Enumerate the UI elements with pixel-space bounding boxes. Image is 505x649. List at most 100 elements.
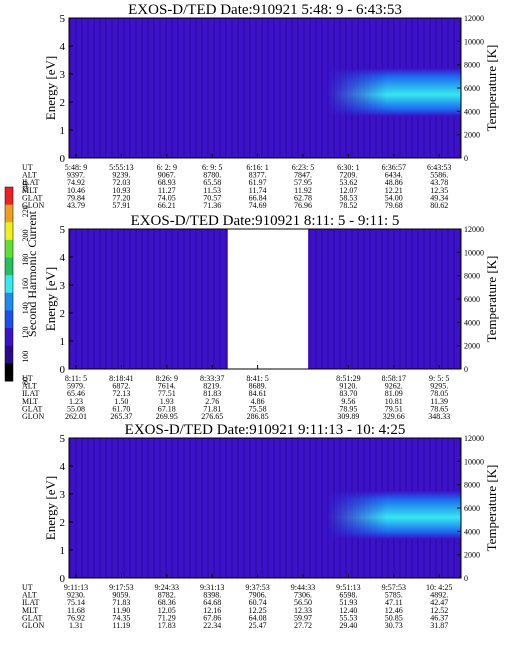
data-column-stripe bbox=[69, 18, 71, 158]
orbit-cell: 12.16 bbox=[203, 606, 221, 615]
orbit-cell: 12.25 bbox=[249, 606, 267, 615]
temperature-tick-label: 6000 bbox=[464, 84, 480, 93]
orbit-cell: 6:16: 1 bbox=[246, 163, 268, 172]
orbit-cell: 6872. bbox=[112, 382, 130, 391]
data-column-stripe bbox=[339, 229, 341, 369]
orbit-cell: 79.68 bbox=[385, 201, 403, 210]
orbit-cell: 9:51:13 bbox=[336, 583, 360, 592]
data-column-stripe bbox=[75, 18, 77, 158]
data-column-stripe bbox=[249, 18, 251, 158]
orbit-cell: 1.93 bbox=[160, 397, 174, 406]
data-column-stripe bbox=[381, 229, 383, 369]
orbit-cell: 64.68 bbox=[203, 598, 221, 607]
orbit-cell: 78.52 bbox=[339, 201, 357, 210]
energy-tick-label: 4 bbox=[60, 41, 66, 53]
data-column-stripe bbox=[267, 438, 269, 578]
orbit-cell: 6:36:57 bbox=[382, 163, 406, 172]
data-column-stripe bbox=[357, 229, 359, 369]
orbit-cell: 49.34 bbox=[430, 193, 448, 202]
orbit-cell: 51.93 bbox=[339, 598, 357, 607]
orbit-cell: 76.96 bbox=[294, 201, 312, 210]
orbit-cell: 10.46 bbox=[67, 186, 85, 195]
data-column-stripe bbox=[201, 438, 203, 578]
orbit-cell: 9.56 bbox=[341, 397, 355, 406]
orbit-cell: 1.50 bbox=[114, 397, 128, 406]
data-column-stripe bbox=[69, 229, 71, 369]
data-column-stripe bbox=[153, 229, 155, 369]
temperature-axis-label: Temperature [K] bbox=[484, 256, 499, 343]
data-column-stripe bbox=[237, 18, 239, 158]
orbit-cell: 30.73 bbox=[385, 621, 403, 630]
data-column-stripe bbox=[99, 229, 101, 369]
data-column-stripe bbox=[273, 438, 275, 578]
data-column-stripe bbox=[75, 438, 77, 578]
temperature-tick-label: 12000 bbox=[464, 225, 484, 234]
orbit-cell: 6:43:53 bbox=[427, 163, 451, 172]
data-column-stripe bbox=[423, 229, 425, 369]
orbit-cell: 50.85 bbox=[385, 613, 403, 622]
colorbar-tick-label: 160 bbox=[21, 278, 30, 290]
orbit-row-label: ILAT bbox=[22, 598, 39, 607]
data-column-stripe bbox=[417, 229, 419, 369]
data-column-stripe bbox=[231, 18, 233, 158]
orbit-cell: 9067. bbox=[158, 171, 176, 180]
data-column-stripe bbox=[141, 438, 143, 578]
data-column-stripe bbox=[159, 18, 161, 158]
colorbar-segment bbox=[5, 292, 13, 311]
data-column-stripe bbox=[435, 229, 437, 369]
data-column-stripe bbox=[201, 229, 203, 369]
orbit-cell: 8:33:37 bbox=[200, 374, 224, 383]
data-column-stripe bbox=[351, 229, 353, 369]
data-column-stripe bbox=[183, 438, 185, 578]
orbit-cell: 5586. bbox=[430, 171, 448, 180]
data-column-stripe bbox=[189, 438, 191, 578]
orbit-cell: 61.70 bbox=[112, 404, 130, 413]
data-column-stripe bbox=[453, 229, 455, 369]
data-column-stripe bbox=[225, 438, 227, 578]
data-column-stripe bbox=[285, 438, 287, 578]
data-column-stripe bbox=[297, 18, 299, 158]
data-column-stripe bbox=[135, 229, 137, 369]
orbit-row-label: GLON bbox=[22, 621, 44, 630]
spectrogram-panel-3: EXOS-D/TED Date:910921 9:11:13 - 10: 4:2… bbox=[22, 422, 499, 630]
orbit-cell: 5:48: 9 bbox=[65, 163, 87, 172]
data-column-stripe bbox=[375, 229, 377, 369]
orbit-cell: 8219. bbox=[203, 382, 221, 391]
orbit-cell: 4.86 bbox=[251, 397, 265, 406]
orbit-cell: 12.35 bbox=[430, 186, 448, 195]
data-column-stripe bbox=[177, 18, 179, 158]
orbit-cell: 56.50 bbox=[294, 598, 312, 607]
colorbar-segment bbox=[5, 187, 13, 206]
temperature-tick-label: 4000 bbox=[464, 107, 480, 116]
data-column-stripe bbox=[213, 438, 215, 578]
data-column-stripe bbox=[207, 18, 209, 158]
data-column-stripe bbox=[99, 438, 101, 578]
colorbar-tick-label: 200 bbox=[21, 230, 30, 242]
orbit-cell: 55.53 bbox=[339, 613, 357, 622]
orbit-cell: 11.39 bbox=[430, 397, 448, 406]
orbit-cell: 12.07 bbox=[339, 186, 357, 195]
spectrogram-panel-2: EXOS-D/TED Date:910921 8:11: 5 - 9:11: 5… bbox=[22, 213, 499, 421]
data-column-stripe bbox=[321, 229, 323, 369]
data-column-stripe bbox=[405, 229, 407, 369]
data-column-stripe bbox=[141, 18, 143, 158]
orbit-cell: 71.36 bbox=[203, 201, 221, 210]
data-column-stripe bbox=[135, 18, 137, 158]
data-column-stripe bbox=[303, 18, 305, 158]
data-column-stripe bbox=[129, 229, 131, 369]
data-column-stripe bbox=[129, 438, 131, 578]
colorbar-segment bbox=[5, 345, 13, 364]
colorbar-segment bbox=[5, 328, 13, 347]
panel-title: EXOS-D/TED Date:910921 5:48: 9 - 6:43:53 bbox=[128, 2, 402, 18]
temperature-tick-label: 4000 bbox=[464, 527, 480, 536]
orbit-cell: 8782. bbox=[158, 591, 176, 600]
orbit-cell: 7847. bbox=[294, 171, 312, 180]
orbit-cell: 11.68 bbox=[67, 606, 85, 615]
orbit-cell: 48.86 bbox=[385, 178, 403, 187]
temperature-tick-label: 12000 bbox=[464, 434, 484, 443]
colorbar-frame bbox=[4, 186, 14, 382]
orbit-cell: 46.37 bbox=[430, 613, 448, 622]
orbit-row-label: MLT bbox=[22, 397, 38, 406]
orbit-table: UT 8:11: 5 8:18:41 8:26: 9 8:33:37 8:41: 5 8:5… bbox=[22, 374, 450, 421]
data-column-stripe bbox=[261, 438, 263, 578]
